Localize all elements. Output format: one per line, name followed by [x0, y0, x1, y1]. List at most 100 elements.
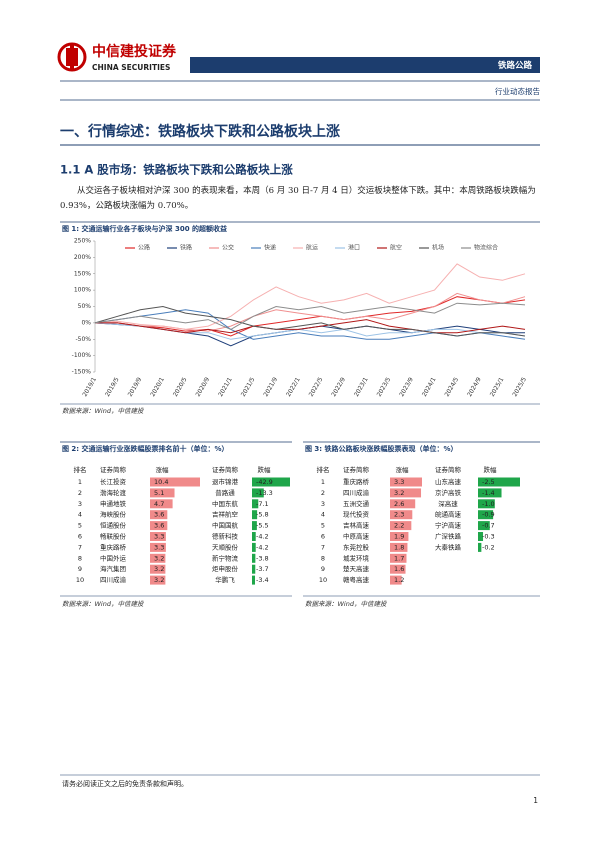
x-tick-label: 2023/5 — [376, 376, 393, 398]
cell: 3 — [321, 500, 325, 508]
cell: 中原高速 — [343, 532, 370, 541]
x-tick-label: 2022/5 — [308, 376, 325, 398]
cell: 3.2 — [154, 554, 164, 562]
cell: -0.3 — [482, 533, 495, 541]
table-title: 图 2: 交通运输行业涨跌幅股票排名前十（单位：%） — [62, 444, 229, 453]
cell: 中国国航 — [212, 521, 239, 530]
figure-title: 图 1: 交通运输行业各子板块与沪深 300 的超额收益 — [62, 224, 227, 233]
fall-bar — [252, 521, 257, 531]
rise-bar — [150, 532, 166, 541]
cell: 1.6 — [394, 565, 404, 573]
fall-bar — [252, 575, 256, 585]
cell: 申通地铁 — [100, 499, 127, 508]
cell: 2.2 — [394, 522, 404, 530]
x-tick-label: 2023/9 — [398, 376, 415, 398]
section-title: 一、行情综述：铁路板块下跌和公路板块上涨 — [60, 123, 340, 140]
cell: 1.7 — [394, 554, 404, 562]
rise-bar — [150, 510, 168, 520]
rise-bar — [150, 542, 166, 552]
legend-label: 快递 — [264, 244, 276, 252]
fall-bar — [252, 564, 256, 574]
rise-bar — [150, 521, 168, 531]
cell: 海峡股份 — [100, 510, 127, 519]
x-tick-label: 2024/5 — [444, 376, 461, 398]
cell: -3.8 — [256, 554, 269, 562]
cell: 3.3 — [154, 533, 164, 541]
fall-bar — [252, 477, 290, 487]
fall-bar — [478, 521, 490, 531]
cell: 1 — [321, 478, 325, 486]
report-type: 行业动态报告 — [495, 86, 540, 96]
table-header: 证券简称 — [212, 465, 239, 474]
cell: 四川成渝 — [343, 488, 370, 497]
cell: 7 — [321, 543, 325, 551]
header-tag: 铁路公路 — [498, 60, 533, 71]
header-bar — [190, 57, 540, 73]
x-tick-label: 2021/9 — [262, 376, 279, 398]
cell: 1.9 — [394, 533, 404, 541]
cell: 6 — [321, 533, 325, 541]
cell: 东莞控股 — [343, 542, 370, 551]
cell: 大秦铁路 — [435, 542, 462, 551]
cell: 恒通股份 — [100, 521, 127, 530]
source: 数据来源：Wind，中信建投 — [62, 407, 144, 415]
x-tick-label: 2019/9 — [127, 376, 144, 398]
source: 数据来源：Wind，中信建投 — [305, 600, 387, 608]
x-tick-label: 2020/1 — [149, 376, 166, 398]
cell: 楚天高速 — [343, 564, 370, 573]
y-tick-label: 50% — [78, 303, 92, 310]
legend-label: 航空 — [390, 244, 402, 252]
series-line — [95, 319, 526, 334]
legend-label: 公路 — [138, 244, 150, 252]
x-tick-label: 2021/1 — [217, 376, 234, 398]
cell: 3.6 — [154, 522, 164, 530]
cell: 宁沪高速 — [435, 521, 462, 530]
cell: 新宁物流 — [212, 553, 239, 562]
x-tick-label: 2019/1 — [81, 376, 98, 398]
cell: 3.3 — [394, 478, 404, 486]
rise-bar — [150, 499, 173, 509]
table-title: 图 3: 铁路公路板块涨跌幅股票表现（单位：%） — [305, 444, 458, 453]
y-tick-label: -100% — [72, 352, 92, 359]
cell: 现代投资 — [343, 510, 370, 519]
rise-bar — [390, 499, 416, 509]
rise-bar — [390, 510, 413, 520]
table-header: 涨幅 — [396, 465, 410, 474]
y-tick-label: 100% — [74, 287, 91, 294]
x-tick-label: 2025/1 — [489, 376, 506, 398]
cell: -7.1 — [256, 500, 269, 508]
rise-bar — [390, 521, 412, 531]
rise-bar — [390, 542, 408, 552]
legend-label: 公交 — [222, 244, 234, 252]
cell: 山东高速 — [435, 477, 462, 486]
cell: 重庆路桥 — [100, 542, 127, 551]
series-line — [94, 302, 526, 330]
y-tick-label: 0% — [81, 319, 91, 326]
cell: 6 — [78, 533, 82, 541]
fall-bar — [252, 542, 256, 552]
cell: -0.7 — [482, 522, 495, 530]
table-header: 证券简称 — [435, 465, 462, 474]
cell: 4 — [321, 511, 325, 519]
cell: 中国东航 — [212, 499, 239, 508]
cell: -2.5 — [482, 478, 495, 486]
cell: 退市锦港 — [212, 477, 239, 486]
cell: 5 — [78, 522, 82, 530]
cell: 炬申股份 — [212, 564, 239, 573]
disclaimer: 请务必阅读正文之后的免责条款和声明。 — [62, 779, 188, 788]
rise-bar — [150, 564, 166, 574]
cell: 四川成渝 — [100, 575, 127, 584]
legend-label: 港口 — [348, 244, 360, 252]
table-header: 跌幅 — [258, 465, 272, 474]
y-tick-label: 200% — [74, 254, 91, 261]
subsection-title: 1.1 A 股市场：铁路板块下跌和公路板块上涨 — [60, 163, 293, 177]
cell: 2.3 — [394, 511, 404, 519]
cell: 广深铁路 — [435, 532, 462, 541]
cell: 赣粤高速 — [343, 575, 370, 584]
x-tick-label: 2024/1 — [421, 376, 438, 398]
cell: 华鹏飞 — [215, 575, 235, 584]
cell: -3.4 — [256, 576, 269, 584]
cell: 京沪高铁 — [435, 488, 462, 497]
